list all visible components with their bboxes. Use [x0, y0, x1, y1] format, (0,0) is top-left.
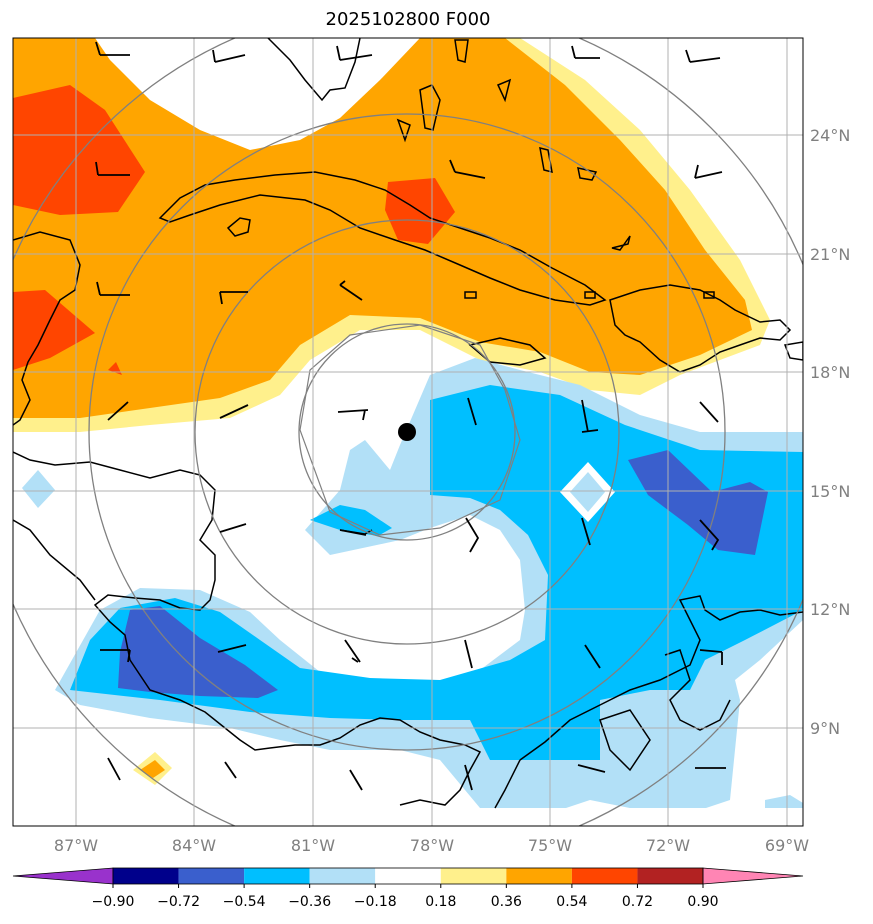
colorbar: −0.90 −0.72 −0.54 −0.36 −0.18 0.18 0.36 0.54 0.7…	[12, 867, 804, 910]
storm-outline	[299, 324, 521, 536]
map-plot-area	[13, 38, 803, 826]
neutral-diamond	[570, 472, 605, 512]
lon-label: 69°W	[765, 836, 809, 855]
strong-positive-patch	[13, 290, 95, 370]
colorbar-tick-label: 0.36	[491, 894, 522, 910]
range-rings	[13, 38, 803, 826]
colorbar-tick-label: −0.72	[157, 894, 200, 910]
colorbar-tick-label: −0.36	[288, 894, 331, 910]
wind-barbs	[95, 41, 726, 791]
colorbar-swatch	[178, 868, 245, 884]
lon-label: 72°W	[646, 836, 690, 855]
longitude-labels: 87°W 84°W 81°W 78°W 75°W 72°W 69°W	[54, 836, 809, 855]
colorbar-extend-low	[12, 867, 114, 885]
strong-negative-patch	[628, 450, 768, 555]
colorbar-swatch	[375, 868, 441, 884]
colorbar-tick-label: 0.72	[622, 894, 653, 910]
lat-label: 15°N	[810, 482, 850, 501]
colorbar-frame	[112, 867, 704, 885]
colorbar-swatch	[571, 868, 638, 884]
lon-label: 87°W	[54, 836, 98, 855]
lat-label: 12°N	[810, 600, 850, 619]
colorbar-tick-label: 0.18	[425, 894, 456, 910]
latitude-labels: 24°N 21°N 18°N 15°N 12°N 9°N	[810, 126, 850, 738]
negative-anomaly-medium	[70, 385, 803, 760]
map-frame	[12, 37, 804, 827]
colorbar-tick-label: −0.18	[354, 894, 397, 910]
colorbar-tick-label: 0.90	[687, 894, 718, 910]
storm-center-marker	[398, 423, 416, 441]
lon-label: 84°W	[172, 836, 216, 855]
lat-label: 24°N	[810, 126, 850, 145]
lon-label: 81°W	[291, 836, 335, 855]
map-title: 2025102800 F000	[325, 9, 491, 30]
lon-label: 75°W	[528, 836, 572, 855]
colorbar-swatch	[440, 868, 507, 884]
lat-label: 21°N	[810, 245, 850, 264]
colorbar-tick-label: −0.54	[223, 894, 266, 910]
positive-anomaly-orange	[13, 38, 752, 418]
lat-label: 18°N	[810, 363, 850, 382]
colorbar-tick-label: −0.90	[92, 894, 135, 910]
negative-anomaly-light	[22, 470, 55, 508]
colorbar-swatch	[244, 868, 310, 884]
lat-label: 9°N	[810, 719, 840, 738]
graticule	[13, 38, 803, 826]
negative-anomaly-light	[765, 795, 803, 808]
neutral-area	[95, 38, 420, 150]
lon-label: 78°W	[410, 836, 454, 855]
colorbar-swatch	[309, 868, 376, 884]
colorbar-swatch	[506, 868, 572, 884]
colorbar-extend-high	[702, 867, 804, 885]
colorbar-swatch	[637, 868, 703, 884]
colorbar-tick-label: 0.54	[556, 894, 587, 910]
strong-positive-patch	[13, 85, 145, 215]
colorbar-swatch	[113, 868, 179, 884]
